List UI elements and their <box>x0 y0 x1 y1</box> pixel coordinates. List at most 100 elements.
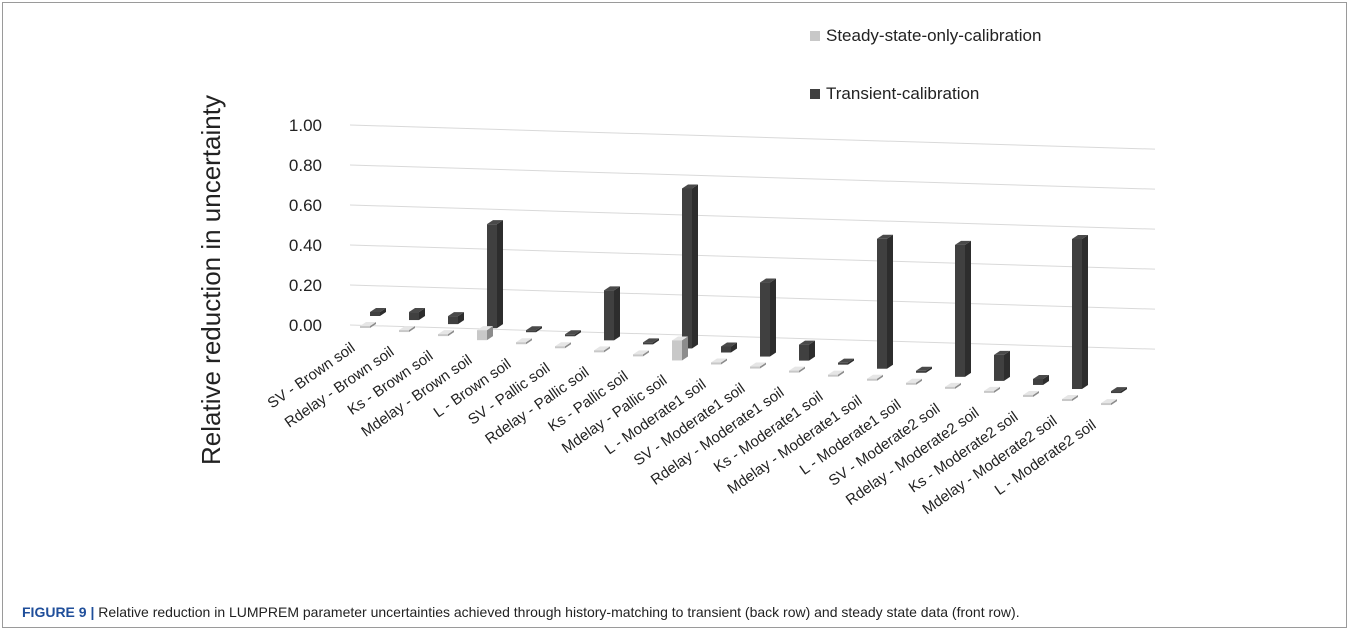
bar-side <box>1033 390 1039 397</box>
bar-side <box>692 184 698 349</box>
y-tick-label: 0.80 <box>289 156 322 175</box>
bar-side <box>448 330 454 337</box>
bar <box>487 224 497 329</box>
bar-top <box>838 358 854 363</box>
bar-top <box>955 240 971 245</box>
bar <box>555 346 565 349</box>
bar-side <box>1111 399 1117 406</box>
bar-side <box>575 330 581 337</box>
bar-top <box>760 278 776 283</box>
bar-top <box>643 338 659 343</box>
bar <box>1062 399 1072 402</box>
bar-side <box>604 346 610 353</box>
bar-top <box>360 322 376 326</box>
bar <box>916 370 926 373</box>
y-axis-title: Relative reduction in uncertainty <box>196 95 226 465</box>
legend-label: Steady-state-only-calibration <box>826 26 1041 45</box>
bar <box>750 366 760 369</box>
grid-line <box>349 124 1156 150</box>
bar-side <box>848 358 854 365</box>
grid-line <box>349 164 1156 190</box>
bar <box>516 342 526 345</box>
bar <box>984 390 994 393</box>
bar-top <box>711 358 727 363</box>
caption-text: Relative reduction in LUMPREM parameter … <box>98 604 1020 620</box>
bar <box>565 334 575 337</box>
bar <box>370 312 380 316</box>
legend-swatch <box>810 89 820 99</box>
bar <box>994 354 1004 381</box>
bar-side <box>370 322 376 328</box>
bar <box>799 344 809 361</box>
bar-top <box>555 342 571 347</box>
bar-side <box>877 374 883 381</box>
bar-top <box>487 220 503 225</box>
bar <box>477 330 487 341</box>
bar <box>721 346 731 353</box>
bar-top <box>994 350 1010 355</box>
bar <box>633 354 643 357</box>
bar-top <box>828 370 844 375</box>
bar-top <box>1033 374 1049 379</box>
grid-line <box>349 244 1156 270</box>
bar-side <box>887 234 893 369</box>
bar-top <box>1023 390 1039 395</box>
bar-side <box>1043 374 1049 385</box>
y-tick-label: 0.40 <box>289 236 322 255</box>
bar-side <box>1004 350 1010 381</box>
bar-side <box>731 342 737 353</box>
y-tick-label: 0.20 <box>289 276 322 295</box>
bar-top <box>1072 235 1088 240</box>
chart: Relative reduction in uncertainty 0.00 0.… <box>196 26 1156 518</box>
bar <box>945 386 955 389</box>
bar-side <box>682 336 688 361</box>
bar-top <box>409 308 425 313</box>
bar <box>360 326 370 328</box>
bar <box>1033 378 1043 385</box>
grid-line <box>349 204 1156 230</box>
bar <box>1023 394 1033 397</box>
bar <box>867 378 877 381</box>
bar-side <box>1072 395 1078 402</box>
bar-top <box>399 326 415 331</box>
bar-side <box>380 308 386 316</box>
bar-top <box>565 330 581 335</box>
bar <box>594 350 604 353</box>
bar-side <box>487 326 493 341</box>
bar <box>682 188 692 349</box>
bar-side <box>565 342 571 349</box>
bar-side <box>1121 387 1127 394</box>
bar-top <box>438 330 454 335</box>
legend-swatch <box>810 31 820 41</box>
bar-side <box>409 326 415 333</box>
bar <box>1072 239 1082 390</box>
bar-top <box>370 308 386 312</box>
bar-top <box>526 326 542 331</box>
bar-side <box>838 370 844 377</box>
caption: FIGURE 9 | Relative reduction in LUMPREM… <box>22 604 1020 620</box>
bar-top <box>789 366 805 371</box>
y-tick-label: 0.00 <box>289 316 322 335</box>
y-tick-label: 0.60 <box>289 196 322 215</box>
bar-top <box>799 340 815 345</box>
legend-label: Transient-calibration <box>826 84 979 103</box>
grid-line <box>349 324 1156 350</box>
caption-label: FIGURE 9 | <box>22 604 95 620</box>
bar <box>955 244 965 377</box>
bar-top <box>604 286 620 291</box>
bar-top <box>945 382 961 387</box>
bar-side <box>955 382 961 389</box>
bar <box>438 334 448 337</box>
bar <box>711 362 721 365</box>
bar-side <box>497 220 503 329</box>
y-tick-label: 1.00 <box>289 116 322 135</box>
bar-side <box>926 366 932 373</box>
bar <box>838 362 848 365</box>
bar-top <box>877 234 893 239</box>
bar <box>672 340 682 361</box>
bar <box>604 290 614 341</box>
bar-side <box>965 240 971 377</box>
bar-side <box>721 358 727 365</box>
